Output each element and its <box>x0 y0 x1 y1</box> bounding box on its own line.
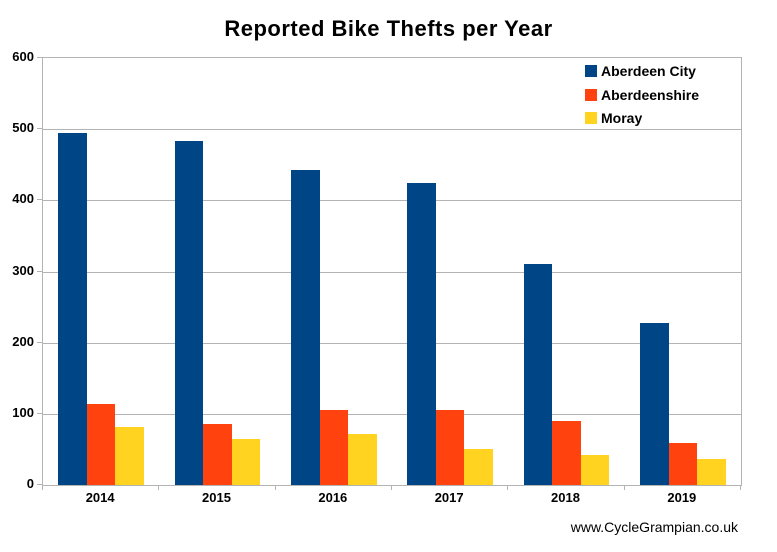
y-axis-label: 600 <box>12 49 34 64</box>
legend: Aberdeen City Aberdeenshire Moray <box>585 63 700 135</box>
y-axis-label: 0 <box>26 476 34 491</box>
bar-aberdeen-city-2017 <box>407 182 436 485</box>
bar-aberdeen-city-2015 <box>174 141 204 485</box>
y-axis-label: 100 <box>12 404 34 420</box>
bar-aberdeenshire-2015 <box>203 423 232 485</box>
x-axis-tick <box>740 485 741 490</box>
bar-aberdeen-city-2016 <box>291 170 320 485</box>
y-axis-label: 500 <box>12 120 34 136</box>
bar-moray-2015 <box>231 439 261 485</box>
y-axis-tick <box>37 484 42 485</box>
x-axis-label-2016: 2016 <box>318 490 348 505</box>
bar-aberdeen-city-2018 <box>523 264 553 485</box>
x-axis-tick <box>42 485 43 490</box>
bar-aberdeenshire-2019 <box>668 443 698 485</box>
bar-moray-2014 <box>115 427 144 485</box>
bar-moray-2018 <box>580 455 610 485</box>
bar-moray-2019 <box>697 458 726 485</box>
legend-swatch-icon <box>585 112 597 124</box>
gridline-200 <box>43 342 741 344</box>
y-axis-tick <box>37 412 42 414</box>
y-axis-tick <box>37 199 42 201</box>
y-axis-label: 300 <box>12 262 34 278</box>
gridline-300 <box>43 271 741 273</box>
x-axis-tick <box>507 485 509 490</box>
footer-url: www.CycleGrampian.co.uk <box>570 519 738 535</box>
x-axis-tick <box>274 485 276 490</box>
x-axis-label-2019: 2019 <box>667 490 697 505</box>
x-axis-label-2017: 2017 <box>434 490 464 505</box>
legend-label: Moray <box>601 110 643 126</box>
bar-aberdeenshire-2016 <box>319 409 349 485</box>
legend-item-moray: Moray <box>585 110 699 126</box>
x-axis-tick <box>158 485 160 490</box>
chart-title: Reported Bike Thefts per Year <box>224 16 553 41</box>
gridline-500 <box>43 129 741 131</box>
legend-item-aberdeen-city: Aberdeen City <box>585 63 699 79</box>
bar-moray-2016 <box>348 434 377 485</box>
x-axis-label-2014: 2014 <box>85 490 115 505</box>
y-axis-label: 400 <box>12 191 34 207</box>
y-axis-tick <box>37 57 42 58</box>
legend-label: Aberdeenshire <box>601 86 700 103</box>
legend-swatch-icon <box>585 88 597 101</box>
y-axis-label: 200 <box>12 333 34 349</box>
bar-moray-2017 <box>464 448 493 485</box>
legend-item-aberdeenshire: Aberdeenshire <box>585 86 700 103</box>
bar-aberdeenshire-2017 <box>435 410 465 485</box>
legend-swatch-icon <box>585 65 597 77</box>
x-axis-label-2015: 2015 <box>202 490 231 505</box>
y-axis-tick <box>37 270 42 272</box>
y-axis-tick <box>37 341 42 343</box>
bar-aberdeen-city-2014 <box>58 132 87 485</box>
bar-aberdeen-city-2019 <box>640 322 669 485</box>
bar-aberdeenshire-2018 <box>552 420 581 485</box>
x-axis-tick <box>391 485 392 490</box>
gridline-100 <box>43 413 741 415</box>
gridline-400 <box>43 200 741 202</box>
y-axis-tick <box>37 128 42 130</box>
plot-area <box>42 57 742 486</box>
x-axis-label-2018: 2018 <box>551 490 580 505</box>
x-axis-tick <box>623 485 625 490</box>
bar-aberdeenshire-2014 <box>86 403 116 485</box>
legend-label: Aberdeen City <box>601 63 696 79</box>
